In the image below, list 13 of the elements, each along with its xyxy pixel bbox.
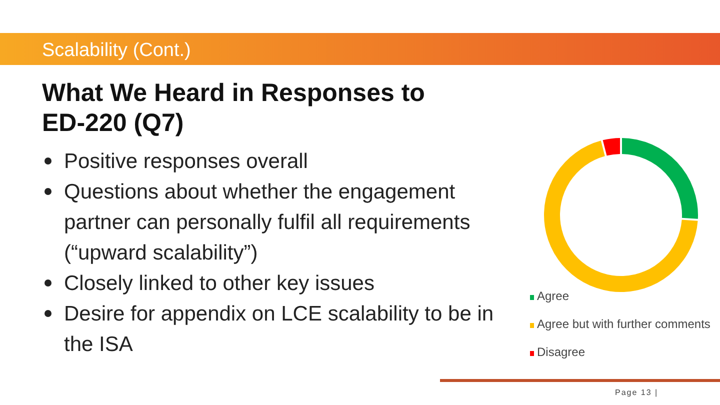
donut-slice xyxy=(602,138,620,156)
legend-label: Disagree xyxy=(537,345,586,359)
text: Questions about whether the engagement partner can personally fulfil all requirements (“upward scalability”) xyxy=(64,180,470,264)
text: Desire for appendix on LCE scalability to be in the ISA xyxy=(64,302,494,356)
donut-slice xyxy=(544,140,698,292)
text: What We Heard in Responses to ED-220 (Q7) xyxy=(42,79,425,137)
legend-label: Agree but with further comments xyxy=(537,317,710,331)
text: Scalability (Cont.) xyxy=(42,40,191,61)
donut-slice xyxy=(622,138,698,219)
text: Positive responses overall xyxy=(64,150,308,173)
text: Page 13 | xyxy=(615,388,658,397)
text: Closely linked to other key issues xyxy=(64,272,374,295)
legend-label: Agree xyxy=(537,289,570,303)
